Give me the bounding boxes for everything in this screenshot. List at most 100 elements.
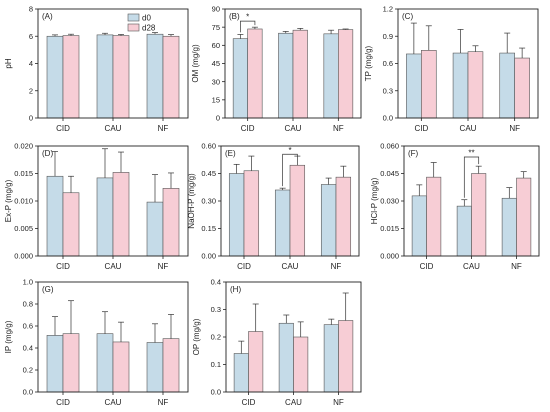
x-tick-label: CID [242,398,256,407]
plot-frame [403,145,540,257]
y-tick-label: 0.010 [14,197,33,206]
bar-d28-cau [112,341,130,393]
y-tick-label: 0.020 [14,142,33,151]
x-tick-label: CID [56,398,70,407]
plot-frame [397,8,539,119]
y-axis-label: Ex-P (mg/g) [4,179,13,222]
y-tick-label: 0 [29,114,33,123]
panel-label: (D) [42,149,53,158]
y-tick-label: 75 [212,23,220,32]
x-tick-label: CAU [460,124,477,133]
bar-d28-cau [112,172,130,257]
significance-bracket [463,156,480,198]
bar-d0-cau [274,189,291,257]
x-tick-label: NF [333,398,344,407]
x-tick-label: CID [241,124,255,133]
x-tick-label: CID [56,124,70,133]
x-tick-label: NF [509,124,520,133]
x-tick-label: NF [158,262,169,271]
bar-d28-nf [516,177,532,257]
bar-d0-cid [232,38,248,119]
x-tick-label: NF [158,398,169,407]
y-tick-label: 0.015 [14,169,33,178]
y-tick-label: 0.030 [380,197,399,206]
y-tick-label: 0.4 [211,278,221,287]
legend-swatch-d0 [127,13,140,22]
plot-frame [37,145,189,257]
panel-label: (H) [230,285,241,294]
y-tick-label: 0.4 [23,344,33,353]
bar-d0-nf [146,201,164,257]
y-tick-label: 0.005 [14,224,33,233]
y-tick-label: 0.3 [211,305,221,314]
bar-d0-cid [411,195,427,257]
bar-d0-nf [323,324,339,393]
bar-d28-cid [243,170,260,257]
x-tick-label: CAU [285,398,302,407]
y-tick-label: 1.2 [383,5,393,14]
y-tick-label: 0.60 [201,142,216,151]
y-tick-label: 0.060 [380,142,399,151]
bar-d0-cid [233,353,249,393]
plot-frame [225,281,362,393]
bar-d0-cau [96,333,114,393]
y-tick-label: 0.0 [23,388,33,397]
legend-label-d28: d28 [142,24,156,33]
panel-label: (B) [229,12,240,21]
y-tick-label: 0.00 [201,252,216,261]
plot-frame [220,145,360,257]
x-tick-label: CAU [285,124,302,133]
y-tick-label: 0.6 [383,59,393,68]
y-tick-label: 0.000 [14,252,33,261]
y-axis-label: OM (mg/g) [191,44,200,83]
bar-d0-cau [96,177,114,257]
y-tick-label: 45 [212,59,220,68]
y-tick-label: 2 [29,86,33,95]
bar-d0-cid [228,173,245,257]
bar-d0-cau [452,52,469,119]
bar-d28-nf [162,338,180,393]
bar-d0-nf [146,342,164,393]
bar-d28-cid [248,331,264,393]
panel-label: (G) [42,285,54,294]
bar-d28-cid [62,333,80,393]
bar-d0-nf [499,52,515,119]
bar-d0-cau [456,205,472,257]
x-tick-label: NF [333,124,344,133]
bar-d28-nf [162,188,180,257]
x-tick-label: CAU [105,262,122,271]
significance-bracket [282,153,298,187]
panel-6: 0.000 0.015 0.030 0.045 0.060 HCl-P (mg/g) CID… [370,142,540,271]
panel-5: 0.00 0.15 0.30 0.45 0.60 NaOH-P (mg/g) CID CAU N… [187,142,360,271]
bar-d0-cid [46,35,64,119]
y-tick-label: 0.015 [380,224,399,233]
x-tick-label: CID [56,262,70,271]
y-tick-label: 0.000 [380,252,399,261]
x-tick-label: CAU [105,398,122,407]
y-tick-label: 0.0 [383,114,393,123]
bar-d28-cid [62,35,80,119]
panel-label: (F) [408,149,419,158]
y-tick-label: 0.045 [380,169,399,178]
bar-d28-nf [338,320,354,393]
y-tick-label: 0.9 [383,32,393,41]
x-tick-label: CID [420,262,434,271]
bar-d28-cau [292,29,308,119]
panel-label: (C) [402,12,413,21]
bar-d0-cid [406,53,422,119]
y-axis-label: HCl-P (mg/g) [370,177,379,224]
panel-2: 0 15 30 45 60 75 90 OM (mg/g) CID CAU NF * (B) [191,5,362,133]
significance-label: * [246,13,249,22]
y-tick-label: 0.2 [23,366,33,375]
y-tick-label: 30 [212,77,220,86]
y-tick-label: 8 [29,5,33,14]
panel-8: 0.0 0.1 0.2 0.3 0.4 OP (mg/g) CID CAU NF (H) [192,278,362,407]
x-tick-label: NF [511,262,522,271]
bar-d28-nf [335,176,352,257]
y-tick-label: 90 [212,5,220,14]
x-tick-label: CAU [282,262,299,271]
bar-d28-cau [293,336,309,393]
y-axis-label: TP (mg/g) [364,45,373,81]
x-tick-label: NF [331,262,342,271]
